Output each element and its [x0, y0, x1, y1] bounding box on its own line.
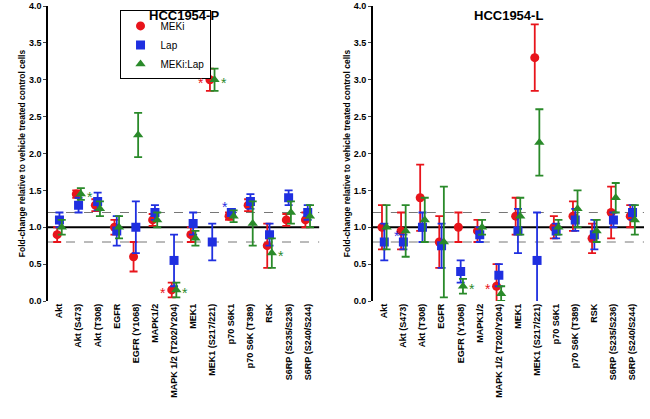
svg-text:2.5: 2.5: [354, 112, 367, 122]
svg-text:3.0: 3.0: [354, 75, 367, 85]
svg-text:Lap: Lap: [161, 40, 178, 51]
svg-text:MEK1: MEK1: [188, 304, 198, 329]
svg-text:*: *: [278, 248, 284, 264]
svg-text:MAPK 1/2 (T202/Y204): MAPK 1/2 (T202/Y204): [169, 304, 179, 398]
svg-text:p70 S6K1: p70 S6K1: [551, 304, 561, 345]
svg-text:HCC1954-L: HCC1954-L: [474, 8, 543, 23]
svg-text:1.0: 1.0: [354, 222, 367, 232]
svg-text:2.5: 2.5: [29, 112, 42, 122]
svg-text:*: *: [222, 199, 228, 215]
svg-text:4.0: 4.0: [29, 1, 42, 11]
svg-text:S6RP (S235/S236): S6RP (S235/S236): [284, 304, 294, 380]
svg-text:S6RP (S240/S244): S6RP (S240/S244): [303, 304, 313, 380]
svg-text:1.5: 1.5: [354, 186, 367, 196]
svg-text:3.5: 3.5: [354, 38, 367, 48]
svg-text:MAPK1/2: MAPK1/2: [150, 304, 160, 343]
svg-text:0.0: 0.0: [354, 296, 367, 306]
svg-text:*: *: [198, 75, 204, 91]
svg-text:Fold-change relative to vehicl: Fold-change relative to vehicle treated …: [17, 50, 27, 258]
svg-text:MEK1 (S217/221): MEK1 (S217/221): [207, 304, 217, 376]
svg-text:Akt (T308): Akt (T308): [417, 304, 427, 348]
svg-text:0.5: 0.5: [29, 259, 42, 269]
svg-text:RSK: RSK: [589, 303, 599, 323]
svg-text:MAPK1/2: MAPK1/2: [475, 304, 485, 343]
svg-text:p70 S6K1: p70 S6K1: [226, 304, 236, 345]
svg-text:MEK1: MEK1: [513, 304, 523, 329]
svg-text:EGFR: EGFR: [436, 303, 446, 329]
svg-text:*: *: [221, 75, 227, 91]
svg-text:EGFR: EGFR: [112, 303, 122, 329]
svg-text:*: *: [394, 228, 400, 244]
svg-text:Akt (S473): Akt (S473): [398, 304, 408, 348]
svg-text:1.5: 1.5: [29, 186, 42, 196]
svg-text:EGFR (Y1068): EGFR (Y1068): [456, 304, 466, 364]
svg-text:RSK: RSK: [264, 303, 274, 323]
svg-text:EGFR (Y1068): EGFR (Y1068): [131, 304, 141, 364]
svg-text:*: *: [160, 285, 166, 301]
svg-text:MEKi:Lap: MEKi:Lap: [161, 59, 205, 70]
svg-text:4.0: 4.0: [354, 1, 367, 11]
svg-text:*: *: [182, 285, 188, 301]
svg-text:3.5: 3.5: [29, 38, 42, 48]
svg-text:0.0: 0.0: [29, 296, 42, 306]
svg-text:MEK1 (S217/221): MEK1 (S217/221): [532, 304, 542, 376]
svg-text:*: *: [87, 189, 93, 205]
svg-text:S6RP (S240/S244): S6RP (S240/S244): [627, 304, 637, 380]
svg-text:2.0: 2.0: [29, 149, 42, 159]
svg-text:p70 S6K (T389): p70 S6K (T389): [570, 304, 580, 369]
svg-text:0.5: 0.5: [354, 259, 367, 269]
svg-text:*: *: [485, 281, 491, 297]
svg-text:1.0: 1.0: [29, 222, 42, 232]
svg-text:2.0: 2.0: [354, 149, 367, 159]
svg-text:S6RP (S235/S236): S6RP (S235/S236): [608, 304, 618, 380]
svg-text:Fold-change relative to vehicl: Fold-change relative to vehicle treated …: [342, 50, 352, 258]
svg-text:p70 S6K (T389): p70 S6K (T389): [245, 304, 255, 369]
svg-text:Akt (S473): Akt (S473): [73, 304, 83, 348]
svg-text:MAPK 1/2 (T202/Y204): MAPK 1/2 (T202/Y204): [494, 304, 504, 398]
svg-text:*: *: [469, 281, 475, 297]
svg-text:Akt (T308): Akt (T308): [93, 304, 103, 348]
svg-text:3.0: 3.0: [29, 75, 42, 85]
svg-text:Akt: Akt: [379, 304, 389, 319]
svg-text:HCC1954-P: HCC1954-P: [149, 8, 219, 23]
svg-text:Akt: Akt: [54, 304, 64, 319]
svg-text:MEKi: MEKi: [161, 21, 185, 32]
